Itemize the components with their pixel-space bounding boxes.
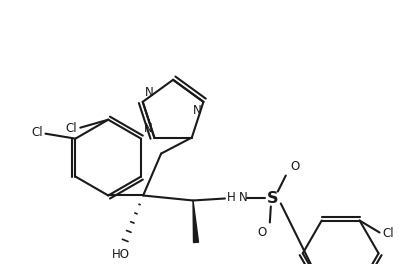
Polygon shape [193,201,198,242]
Text: Cl: Cl [383,227,394,240]
Text: S: S [267,191,279,206]
Text: N: N [145,86,153,99]
Text: N: N [193,104,201,117]
Text: Cl: Cl [31,126,43,139]
Text: O: O [257,226,266,239]
Text: O: O [290,160,299,173]
Text: N: N [239,191,247,204]
Text: H: H [226,191,235,204]
Text: HO: HO [112,248,130,261]
Text: N: N [143,122,152,135]
Text: Cl: Cl [66,122,77,135]
